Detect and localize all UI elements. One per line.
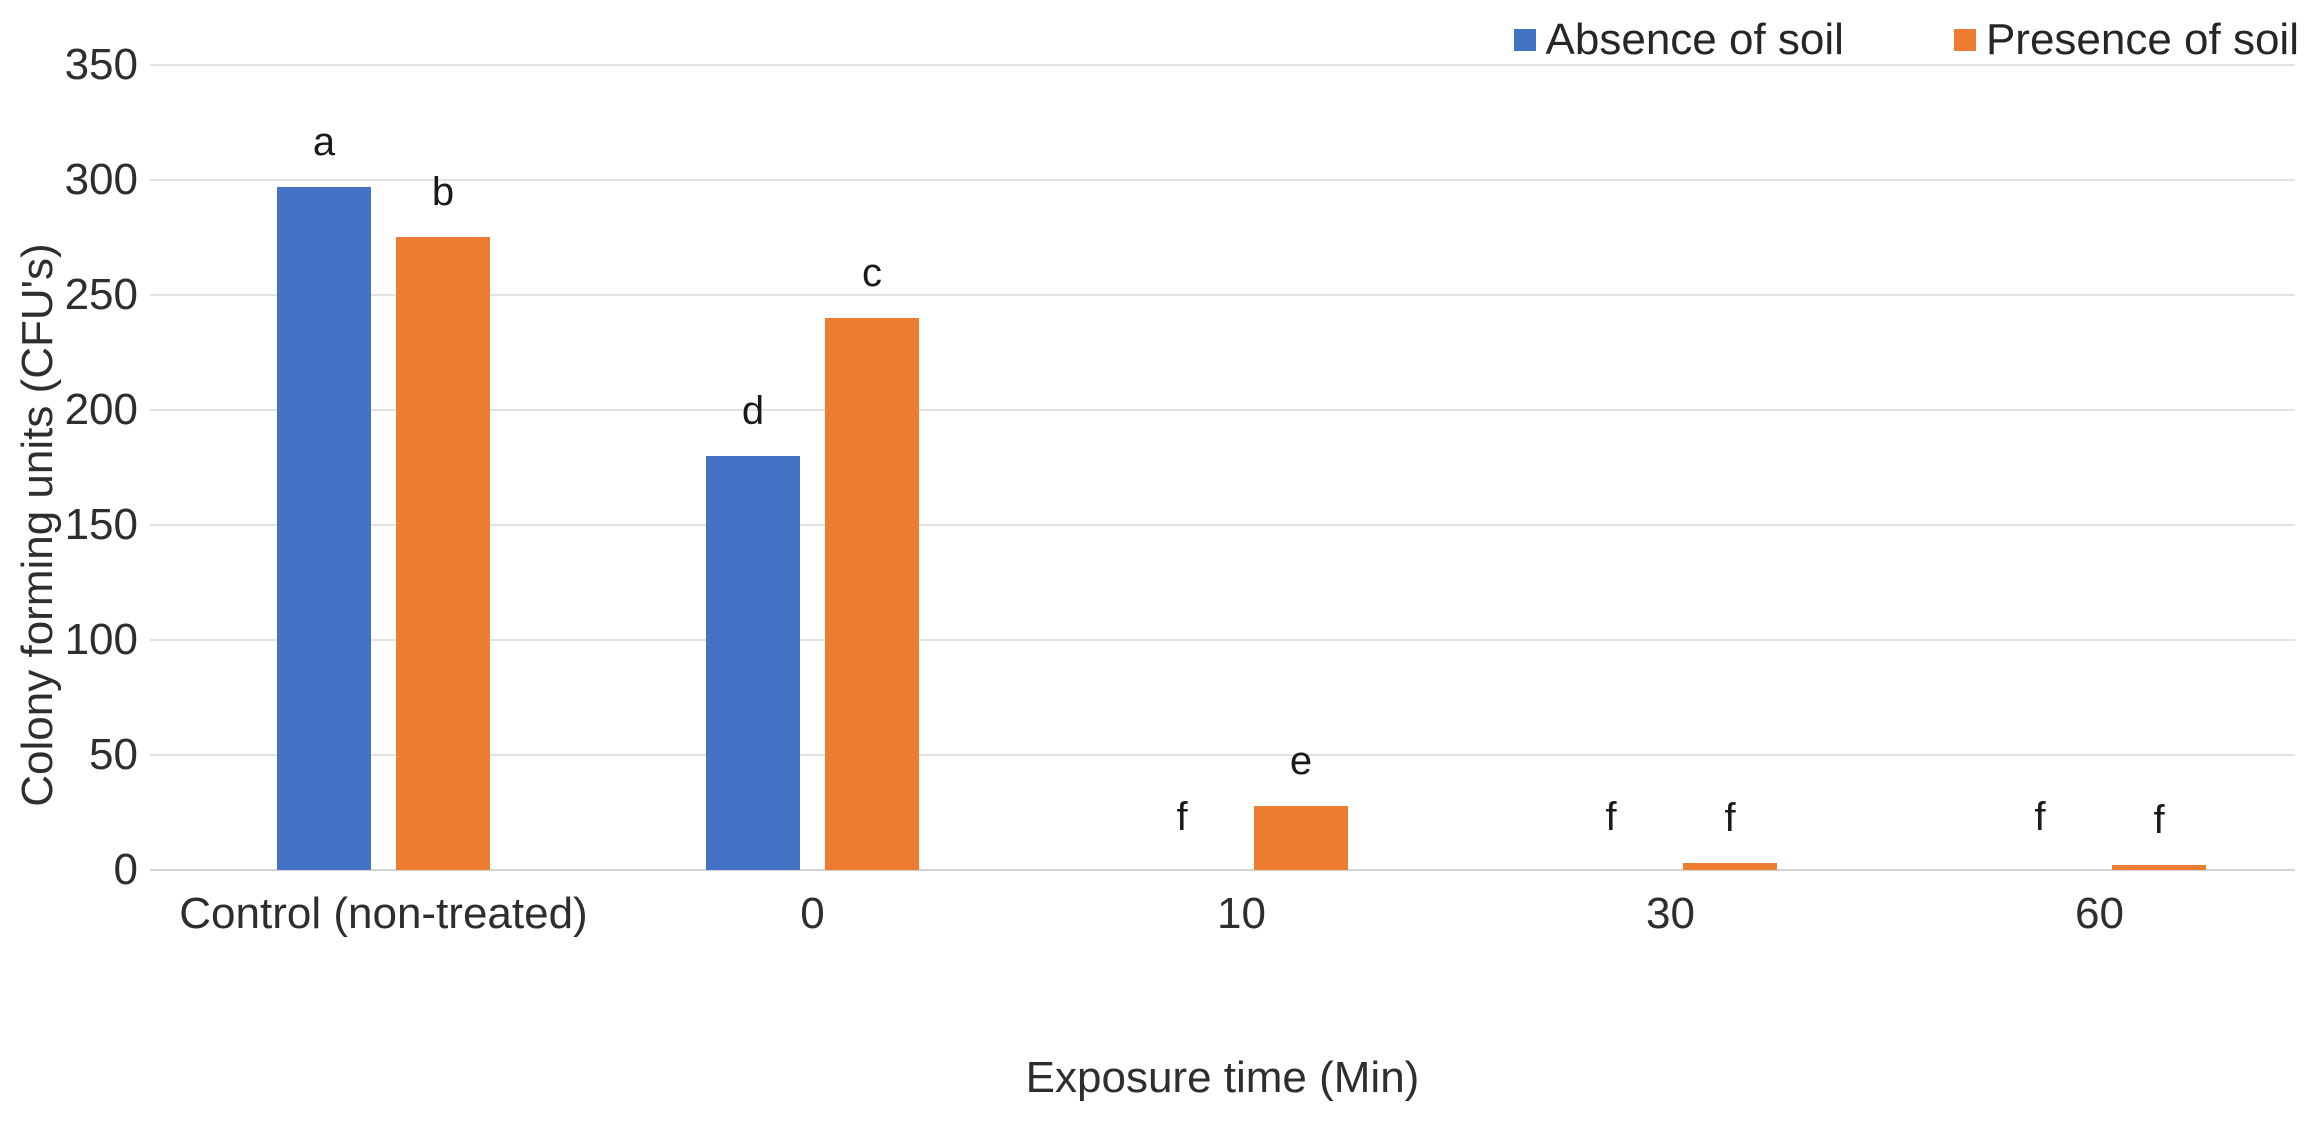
legend-label-absence: Absence of soil xyxy=(1545,15,1844,64)
y-tick-label: 0 xyxy=(113,845,138,894)
legend-label-presence: Presence of soil xyxy=(1985,15,2299,64)
y-tick-label: 200 xyxy=(64,385,138,434)
bar-letter-label: a xyxy=(312,120,336,164)
x-category-label: 10 xyxy=(1217,889,1266,938)
bar xyxy=(706,456,800,870)
legend-item-presence-of-soil: Presence of soil xyxy=(1953,14,2299,66)
gridline xyxy=(150,294,2295,296)
bar-letter-label: c xyxy=(862,251,882,295)
legend-item-absence-of-soil: Absence of soil xyxy=(1513,14,1844,66)
gridline xyxy=(150,409,2295,411)
bar-letter-label: d xyxy=(741,389,765,433)
bar-letter-label: b xyxy=(431,170,455,214)
x-category-label: 0 xyxy=(800,889,825,938)
x-category-label: Control (non-treated) xyxy=(179,889,588,938)
bar-letter-label: f xyxy=(2034,795,2046,839)
legend-swatch-absence-icon xyxy=(1513,29,1536,51)
y-tick-label: 150 xyxy=(64,500,138,549)
legend: Absence of soil Presence of soil xyxy=(1513,14,2299,66)
bar xyxy=(2112,865,2206,870)
legend-swatch-presence-icon xyxy=(1953,29,1976,51)
gridline xyxy=(150,524,2295,526)
bar xyxy=(277,187,371,870)
bar-letter-label: e xyxy=(1289,739,1313,783)
bar-letter-label: f xyxy=(1605,795,1617,839)
y-tick-label: 50 xyxy=(89,730,138,779)
bar-letter-label: f xyxy=(1724,796,1736,840)
y-tick-label: 250 xyxy=(64,270,138,319)
bar xyxy=(396,237,490,870)
gridline xyxy=(150,179,2295,181)
y-tick-label: 350 xyxy=(64,40,138,89)
bar xyxy=(825,318,919,870)
bar-letter-label: f xyxy=(2153,798,2165,842)
x-category-label: 30 xyxy=(1646,889,1695,938)
y-tick-label: 100 xyxy=(64,615,138,664)
x-axis-title: Exposure time (Min) xyxy=(1025,1053,1420,1102)
bar-letter-label: f xyxy=(1176,795,1188,839)
gridline xyxy=(150,64,2295,66)
x-axis-line xyxy=(150,869,2295,871)
bar xyxy=(1683,863,1777,870)
y-tick-label: 300 xyxy=(64,155,138,204)
gridline xyxy=(150,639,2295,641)
x-category-label: 60 xyxy=(2075,889,2124,938)
gridline xyxy=(150,754,2295,756)
bar xyxy=(1254,806,1348,870)
